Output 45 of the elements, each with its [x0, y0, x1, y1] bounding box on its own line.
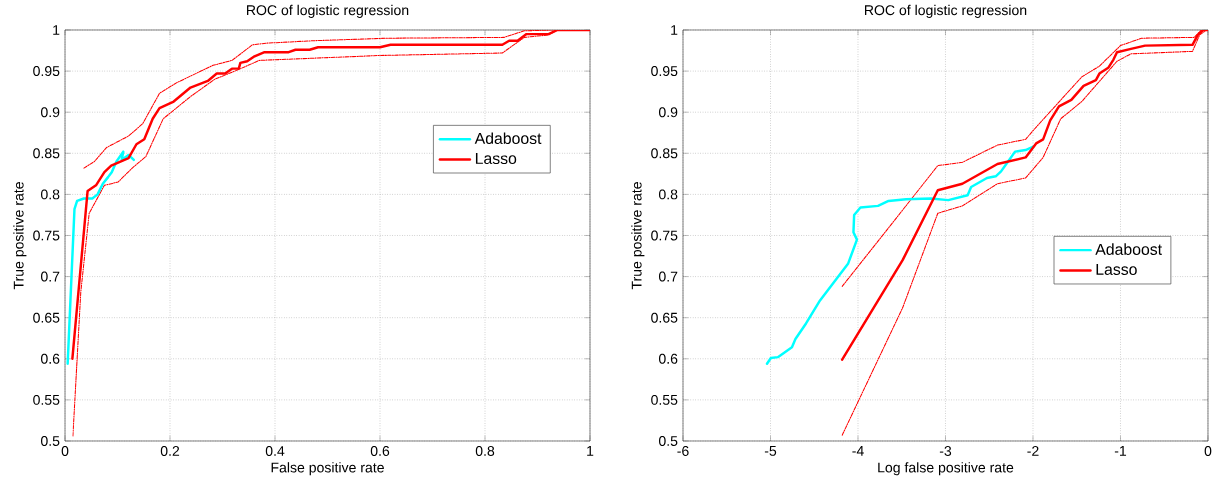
x-tick-label: 0	[1204, 446, 1212, 456]
y-tick-label: 0.75	[33, 230, 60, 241]
x-tick-label: 0	[61, 446, 69, 456]
x-tick-label: -1	[1114, 446, 1127, 456]
legend-label: Adaboost	[1095, 243, 1162, 255]
x-tick-label: -6	[677, 446, 689, 456]
y-tick-label: 0.7	[658, 271, 678, 282]
legend-label: Adaboost	[474, 132, 542, 145]
y-tick-label: 0.9	[658, 107, 678, 118]
y-tick-label: 1	[53, 25, 60, 35]
x-tick-label: 1	[587, 446, 594, 456]
y-tick-label: 0.9	[40, 107, 60, 118]
y-tick-label: 0.85	[651, 148, 678, 159]
y-tick-label: 0.95	[33, 66, 60, 77]
y-tick-label: 0.75	[651, 230, 678, 241]
y-tick-label: 0.6	[658, 353, 678, 364]
x-tick-label: -2	[1027, 446, 1039, 456]
x-tick-label: 0.4	[265, 446, 285, 456]
y-tick-label: 0.65	[651, 312, 678, 323]
y-tick-label: 0.5	[658, 436, 678, 446]
x-tick-label: -4	[852, 446, 864, 456]
x-tick-label: 0.2	[160, 446, 180, 456]
y-tick-label: 0.8	[40, 189, 60, 200]
x-tick-label: 0.6	[370, 446, 390, 456]
x-tick-label: -5	[764, 446, 777, 456]
y-tick-label: 0.6	[40, 353, 60, 364]
y-tick-label: 0.7	[40, 271, 60, 282]
x-tick-label: -3	[939, 446, 952, 456]
y-tick-label: 0.95	[651, 66, 678, 77]
y-tick-label: 1	[671, 25, 678, 35]
y-tick-label: 0.85	[33, 148, 60, 159]
y-tick-label: 0.8	[658, 189, 678, 200]
y-axis-title: True positive rate	[631, 182, 645, 290]
chart-title: ROC of logistic regression	[865, 4, 1027, 18]
chart-title: ROC of logistic regression	[247, 4, 409, 18]
legend-label: Lasso	[475, 152, 517, 165]
x-axis-title: False positive rate	[271, 462, 384, 476]
x-axis-title: Log false positive rate	[878, 462, 1014, 476]
y-axis-title: True positive rate	[13, 182, 27, 290]
y-tick-label: 0.55	[651, 394, 678, 405]
y-tick-label: 0.55	[33, 394, 60, 405]
y-tick-label: 0.65	[33, 312, 60, 323]
legend-label: Lasso	[1096, 263, 1137, 275]
y-tick-label: 0.5	[40, 436, 60, 446]
x-tick-label: 0.8	[475, 446, 495, 456]
